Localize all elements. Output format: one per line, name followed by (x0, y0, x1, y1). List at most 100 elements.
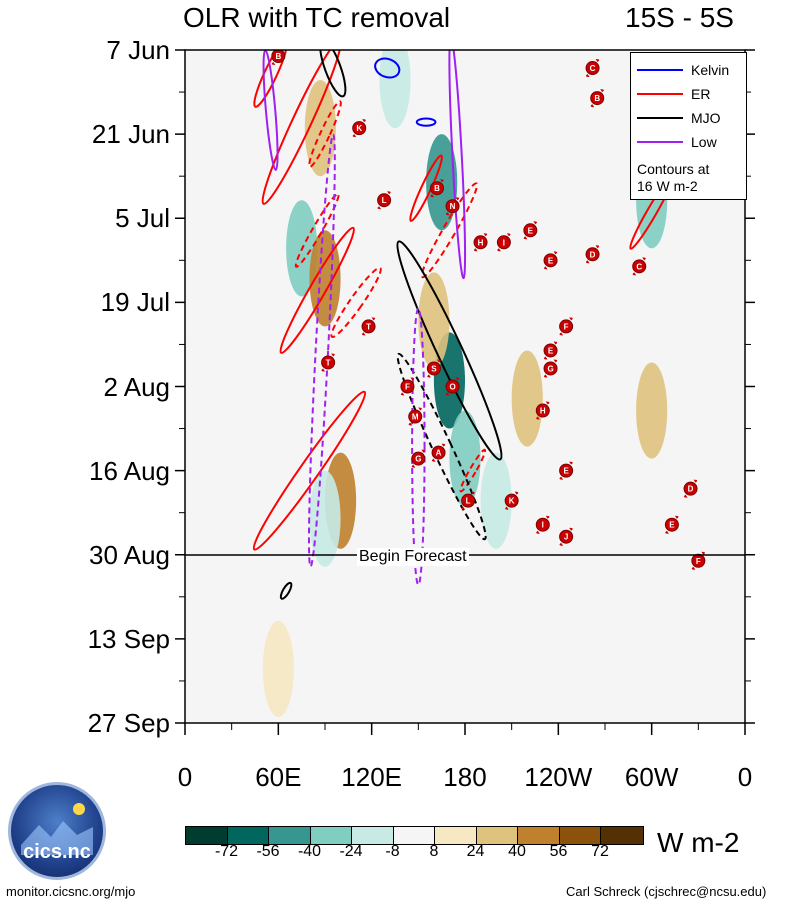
legend-swatch (637, 141, 683, 143)
tc-marker: D (585, 245, 600, 264)
legend-label: Low (691, 134, 717, 150)
svg-text:H: H (478, 238, 484, 247)
colorbar-swatch (559, 827, 601, 844)
olr-anomaly-blob (542, 602, 574, 699)
olr-anomaly-blob (449, 410, 481, 507)
tc-marker: T (361, 317, 376, 336)
x-tick-label: 60W (624, 762, 679, 792)
tc-marker: E (664, 515, 679, 534)
contour-mjo (319, 50, 347, 98)
contour-kelvin (415, 117, 437, 127)
x-tick-label: 180 (443, 762, 487, 792)
contour-mjo (279, 581, 293, 600)
y-tick-label: 2 Aug (103, 371, 170, 402)
site-url[interactable]: monitor.cicsnc.org/mjo (6, 884, 136, 899)
contour-low (307, 133, 336, 568)
olr-anomaly-blob (418, 272, 450, 369)
y-tick-label: 16 Aug (89, 455, 170, 486)
svg-text:E: E (528, 226, 534, 235)
legend-label: ER (691, 86, 711, 102)
colorbar-swatch (435, 827, 477, 844)
tc-marker: E (543, 251, 558, 270)
tc-marker: D (683, 479, 698, 498)
svg-text:B: B (275, 52, 281, 61)
legend-swatch (637, 117, 683, 119)
y-tick-label: 19 Jul (100, 287, 170, 318)
tc-marker: B (271, 50, 286, 66)
contour-er (330, 266, 382, 339)
olr-anomaly-blob (379, 50, 411, 129)
y-tick-label: 5 Jul (115, 203, 170, 234)
logo-text: cics.nc (23, 841, 91, 863)
contour-er (420, 182, 479, 279)
tc-marker: G (543, 359, 558, 378)
chart-title: OLR with TC removal (183, 2, 451, 33)
colorbar-swatch (186, 827, 228, 844)
legend-item-mjo: MJO (637, 109, 721, 127)
colorbar-tick-label: -8 (385, 843, 400, 860)
tc-marker: H (473, 233, 488, 252)
svg-text:F: F (405, 383, 410, 392)
author-credit: Carl Schreck (cjschrec@ncsu.edu) (566, 884, 767, 899)
svg-text:M: M (412, 413, 419, 422)
legend-swatch (637, 69, 683, 71)
colorbar-tick-label: 40 (508, 843, 526, 860)
tc-marker: I (496, 233, 511, 252)
x-tick-label: 0 (177, 762, 193, 792)
legend: Kelvin ER MJO Low Contours at 16 W m-2 (630, 52, 747, 200)
chart-region: 15S - 5S (625, 2, 734, 33)
svg-text:E: E (548, 346, 554, 355)
svg-text:D: D (590, 250, 596, 259)
svg-text:O: O (449, 383, 455, 392)
olr-anomaly-blob (402, 578, 434, 675)
logo-graphic (21, 803, 93, 855)
svg-text:I: I (542, 521, 544, 530)
tc-marker: E (559, 461, 574, 480)
legend-item-low: Low (637, 133, 717, 151)
contour-mjo (396, 352, 487, 541)
olr-anomaly-blob (636, 362, 668, 459)
svg-text:G: G (547, 364, 553, 373)
tc-marker: N (445, 197, 460, 216)
colorbar-swatch (476, 827, 518, 844)
legend-item-er: ER (637, 85, 710, 103)
y-tick-label: 27 Sep (87, 708, 170, 738)
tc-marker: E (543, 341, 558, 360)
cicsnc-logo: cics.nc (8, 782, 106, 880)
contour-er (253, 50, 288, 108)
tc-marker: A (431, 443, 446, 462)
colorbar-swatch (310, 827, 352, 844)
y-tick-label: 7 Jun (106, 35, 170, 65)
contour-er (459, 448, 487, 493)
contour-er (252, 390, 367, 551)
legend-label: MJO (691, 110, 721, 126)
svg-text:T: T (366, 322, 371, 331)
tc-marker: G (411, 449, 426, 468)
colorbar-units: W m-2 (657, 827, 740, 858)
svg-text:S: S (431, 364, 437, 373)
svg-text:K: K (356, 124, 362, 133)
tc-marker: B (430, 179, 444, 198)
svg-text:H: H (540, 407, 546, 416)
legend-label: Kelvin (691, 62, 730, 78)
forecast-label: Begin Forecast (357, 548, 469, 566)
colorbar-tick-label: -56 (256, 843, 280, 860)
x-tick-label: 120E (341, 762, 403, 792)
colorbar-swatch (518, 827, 560, 844)
svg-text:F: F (696, 557, 701, 566)
contour-low (411, 307, 426, 586)
olr-anomaly-blob (262, 620, 294, 717)
olr-anomaly-blob (480, 452, 512, 549)
svg-text:K: K (509, 497, 515, 506)
tc-marker: K (352, 119, 367, 138)
colorbar-tick-label: -72 (214, 843, 239, 860)
tc-marker: I (535, 515, 550, 534)
y-tick-label: 30 Aug (89, 539, 170, 570)
svg-text:C: C (590, 64, 596, 73)
colorbar-swatch (601, 827, 643, 844)
svg-text:T: T (326, 358, 331, 367)
colorbar-tick-label: 56 (549, 843, 568, 860)
contour-note-line-1: Contours at (637, 161, 710, 177)
svg-text:J: J (564, 533, 568, 542)
